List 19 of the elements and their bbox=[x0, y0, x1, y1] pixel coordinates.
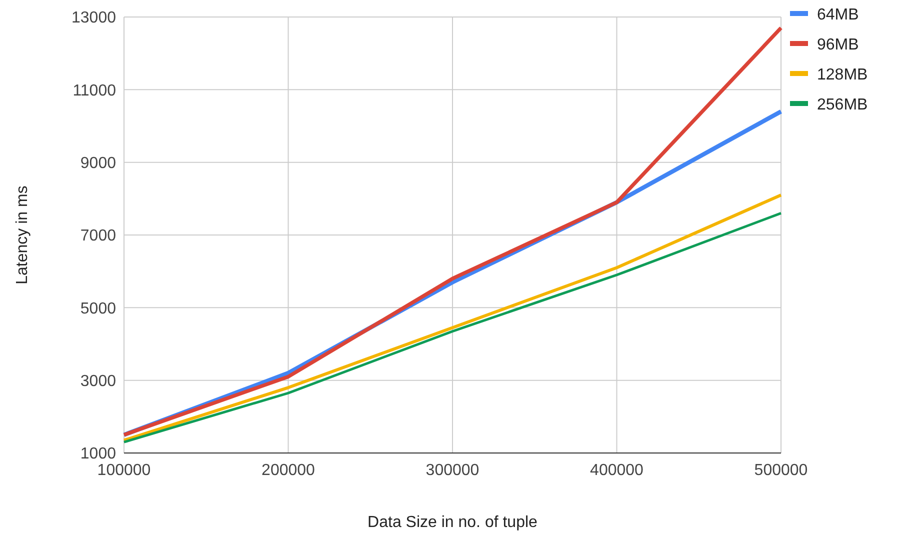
legend-label: 96MB bbox=[817, 36, 859, 54]
legend-label: 128MB bbox=[817, 66, 868, 84]
y-axis-title: Latency in ms bbox=[14, 186, 31, 284]
x-tick-label: 100000 bbox=[97, 462, 151, 479]
y-tick-label: 11000 bbox=[72, 82, 116, 100]
legend-label: 256MB bbox=[817, 96, 868, 114]
x-axis-title: Data Size in no. of tuple bbox=[368, 514, 538, 531]
y-tick-label: 9000 bbox=[80, 154, 116, 172]
line-series bbox=[122, 26, 783, 437]
y-tick-label: 1000 bbox=[80, 446, 116, 463]
x-tick-label: 500000 bbox=[754, 462, 808, 479]
y-tick-label: 3000 bbox=[80, 372, 116, 390]
y-tick-label: 5000 bbox=[80, 300, 116, 318]
y-tick-label: 7000 bbox=[80, 228, 116, 245]
legend-label: 64MB bbox=[817, 6, 859, 24]
x-tick-label: 300000 bbox=[426, 462, 480, 479]
y-tick-label: 13000 bbox=[72, 10, 116, 27]
x-tick-label: 400000 bbox=[590, 462, 644, 479]
x-tick-label: 200000 bbox=[262, 462, 316, 479]
